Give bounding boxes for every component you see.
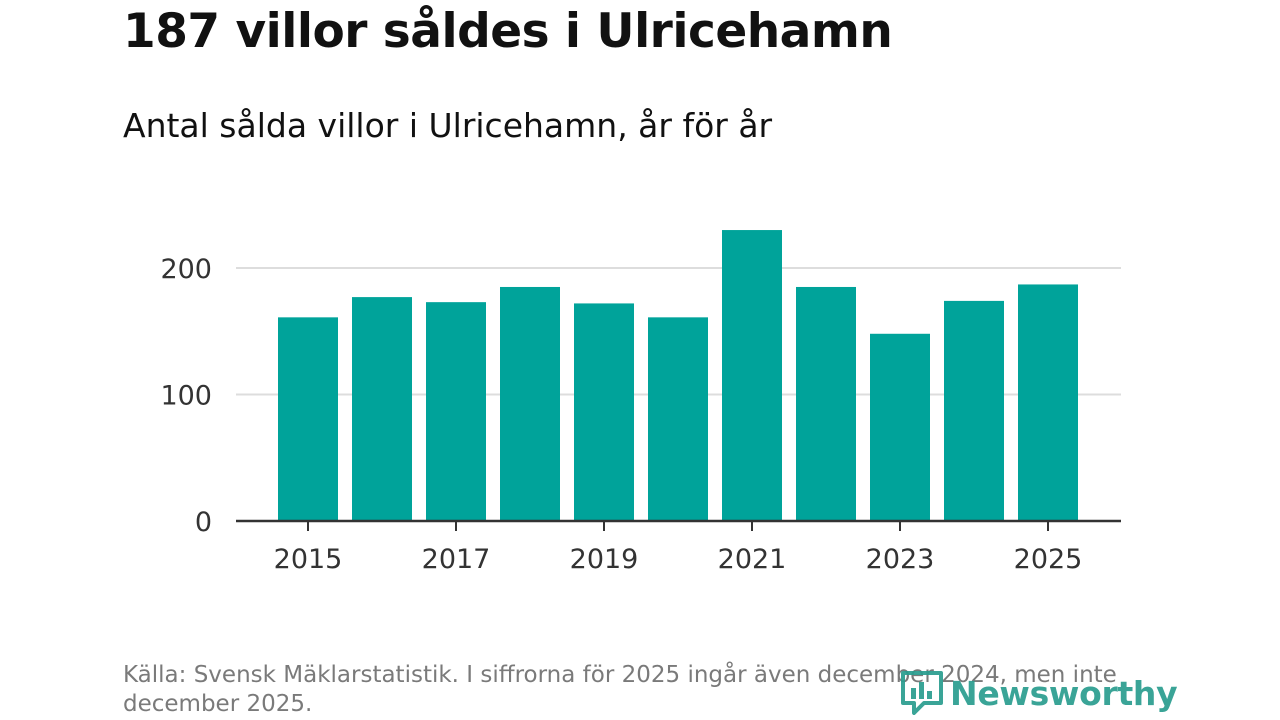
y-axis-labels: 0 100 200 [160, 254, 212, 538]
bar-2016 [352, 297, 412, 521]
bar-2022 [796, 286, 856, 521]
chart-subtitle: Antal sålda villor i Ulricehamn, år för … [123, 106, 773, 145]
brand-name: Newsworthy [950, 673, 1178, 713]
bar-2024 [944, 300, 1004, 521]
y-tick-label: 100 [160, 381, 212, 412]
x-tick-label: 2023 [866, 544, 935, 575]
bar-2018 [500, 286, 560, 521]
x-axis-labels: 2015 2017 2019 2021 2023 2025 [274, 544, 1083, 575]
x-tick-label: 2017 [422, 544, 491, 575]
bar-2017 [426, 302, 486, 521]
y-tick-label: 200 [160, 254, 212, 285]
x-tick-label: 2025 [1014, 544, 1083, 575]
bar-2021 [722, 230, 782, 522]
bar-2025 [1018, 284, 1078, 521]
bar-2020 [648, 317, 708, 521]
source-note: Källa: Svensk Mäklarstatistik. I siffror… [123, 662, 1117, 717]
x-tick-label: 2015 [274, 544, 343, 575]
bar-2023 [870, 333, 930, 521]
bars [278, 230, 1078, 522]
x-tick-label: 2021 [718, 544, 787, 575]
bar-2015 [278, 317, 338, 521]
bar-chart-logo-icon [901, 671, 943, 715]
chart-title: 187 villor såldes i Ulricehamn [123, 4, 893, 59]
bar-2019 [574, 303, 634, 521]
x-tick-label: 2019 [570, 544, 639, 575]
x-axis [236, 519, 1121, 531]
y-tick-label: 0 [195, 507, 212, 538]
brand-logo: Newsworthy [900, 668, 1178, 718]
